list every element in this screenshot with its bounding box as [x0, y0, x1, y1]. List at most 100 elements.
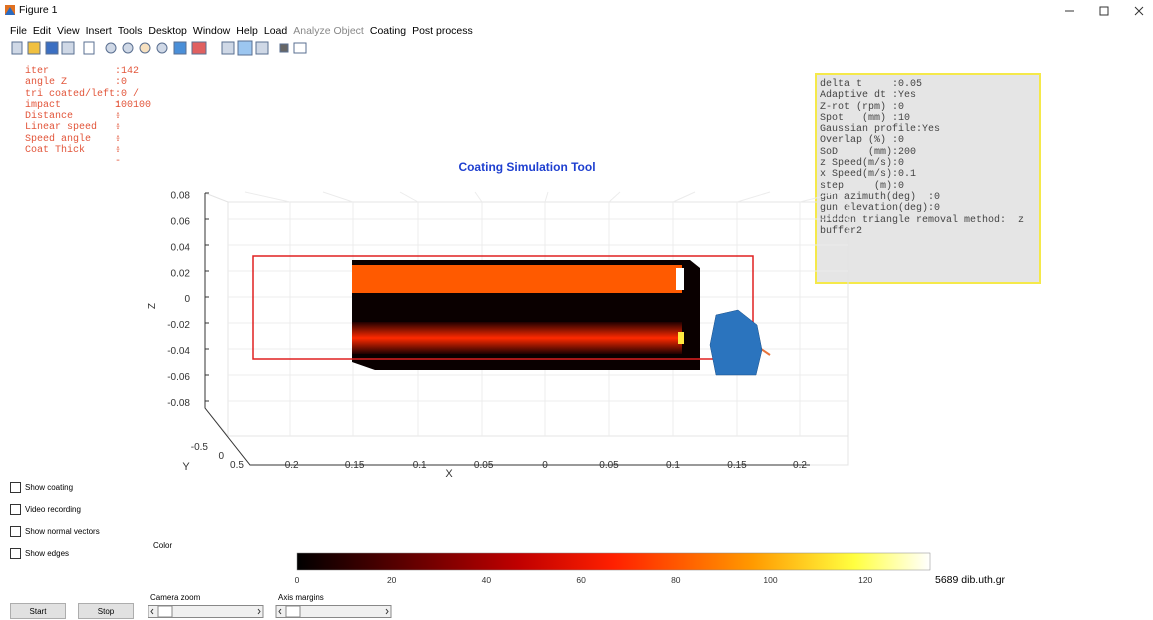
menu-item[interactable]: Tools [118, 25, 143, 37]
stop-button[interactable]: Stop [78, 603, 134, 619]
x-tick-label: -0.2 [281, 460, 299, 471]
status-label: tri coated/left [25, 89, 115, 100]
z-tick-label: -0.06 [167, 372, 190, 383]
setting-line: delta t :0.05 [820, 79, 1039, 90]
menu-bar: File Edit View Insert Tools Desktop Window Help… [10, 25, 479, 37]
status-row: iter:142 [25, 66, 115, 77]
coating-edge [676, 268, 684, 290]
menu-item[interactable]: Help [236, 25, 258, 37]
checkbox-box[interactable] [10, 504, 21, 515]
x-tick-label: 0.05 [599, 460, 619, 471]
z-tick-label: 0.04 [171, 242, 191, 253]
x-axis-label: X [445, 468, 453, 480]
status-panel: iter:142angle Z:0tri coated/left:0 / 100… [25, 66, 115, 156]
spray-gun [710, 310, 762, 375]
colorbar-tick-label: 120 [858, 575, 872, 585]
menu-item[interactable]: File [10, 25, 27, 37]
menu-item[interactable]: Load [264, 25, 287, 37]
colorbar-tick-label: 80 [671, 575, 681, 585]
menu-item[interactable]: Window [193, 25, 230, 37]
x-tick-label: -0.05 [471, 460, 494, 471]
y-tick-label: -0.5 [191, 442, 209, 453]
status-row: impact: - [25, 100, 115, 111]
status-label: angle Z [25, 77, 67, 88]
start-button[interactable]: Start [10, 603, 66, 619]
window-controls[interactable] [1060, 4, 1150, 18]
z-tick-label: 0.06 [171, 217, 191, 228]
status-label: iter [25, 66, 49, 77]
status-row: tri coated/left:0 / 100100 [25, 89, 115, 100]
toolbar [10, 40, 310, 56]
checkbox[interactable]: Show edges [10, 548, 69, 559]
x-tick-label: -0.15 [342, 460, 365, 471]
status-label: Distance [25, 111, 73, 122]
menu-item[interactable]: View [57, 25, 80, 37]
status-value: :142 [115, 66, 139, 77]
x-tick-label: 0.5 [230, 460, 244, 471]
status-label: Speed angle [25, 134, 91, 145]
x-tick-label: -0.1 [409, 460, 427, 471]
colorbar-tick-label: 60 [576, 575, 586, 585]
menu-item[interactable]: Analyze Object [293, 25, 364, 37]
colorbar-tick-label: 0 [295, 575, 300, 585]
z-tick-label: 0 [184, 294, 190, 305]
checkbox-label: Show normal vectors [25, 527, 100, 536]
setting-line: Gaussian profile:Yes [820, 124, 1039, 135]
credit: 5689 dib.uth.gr [935, 574, 1005, 586]
y-tick-label: 0 [218, 451, 224, 462]
colorbar-gradient [297, 553, 930, 570]
status-value: :0 [115, 77, 127, 88]
z-tick-label: 0.02 [171, 268, 191, 279]
z-tick-label: -0.02 [167, 320, 190, 331]
checkbox-box[interactable] [10, 548, 21, 559]
colorbar-tick-label: 20 [387, 575, 397, 585]
x-tick-label: 0.2 [793, 460, 807, 471]
coating-band-top [352, 265, 682, 293]
status-label: Linear speed [25, 122, 97, 133]
title-bar: Figure 1 [0, 0, 1153, 22]
plot-area: Coating Simulation Tool 0.08 0.06 0.04 0.02… [0, 150, 1153, 490]
setting-line: Spot (mm) :10 [820, 113, 1039, 124]
colorbar-label: Color [153, 541, 172, 550]
colorbar-tick-label: 40 [482, 575, 492, 585]
window-title: Figure 1 [19, 4, 58, 16]
x-tick-label: 0 [542, 460, 548, 471]
checkbox-box[interactable] [10, 482, 21, 493]
colorbar-tick-label: 100 [763, 575, 777, 585]
status-row: Speed angle: - [25, 134, 115, 145]
menu-item[interactable]: Desktop [148, 25, 187, 37]
checkbox[interactable]: Show coating [10, 482, 73, 493]
x-tick-label: 0.1 [666, 460, 680, 471]
checkbox-box[interactable] [10, 526, 21, 537]
app-icon [4, 4, 16, 16]
menu-item[interactable]: Coating [370, 25, 406, 37]
sliders[interactable] [148, 605, 393, 618]
checkbox[interactable]: Video recording [10, 504, 81, 515]
checkbox[interactable]: Show normal vectors [10, 526, 100, 537]
menu-item[interactable]: Insert [86, 25, 112, 37]
menu-item[interactable]: Edit [33, 25, 51, 37]
camera-zoom-label: Camera zoom [150, 593, 200, 602]
coating-band-bottom [352, 322, 682, 354]
plot-title: Coating Simulation Tool [458, 160, 595, 174]
status-label: impact [25, 100, 61, 111]
status-row: Distance: - [25, 111, 115, 122]
setting-line: Overlap (%) :0 [820, 135, 1039, 146]
colorbar: 0 20 40 60 80 100 120 [290, 552, 950, 588]
z-tick-label: -0.04 [167, 346, 190, 357]
setting-line: Z-rot (rpm) :0 [820, 102, 1039, 113]
y-axis-label: Y [182, 461, 190, 473]
z-tick-label: -0.08 [167, 398, 190, 409]
status-row: Linear speed: - [25, 122, 115, 133]
coating-hotspot [678, 332, 684, 344]
x-tick-label: 0.15 [727, 460, 747, 471]
status-row: angle Z:0 [25, 77, 115, 88]
z-tick-label: 0.08 [171, 191, 191, 202]
matlab-figure: Figure 1 File Edit View Insert Tools Desktop W… [0, 0, 1153, 618]
setting-line: Adaptive dt :Yes [820, 90, 1039, 101]
menu-item[interactable]: Post process [412, 25, 473, 37]
axis-margins-label: Axis margins [278, 593, 324, 602]
z-axis-label: Z [147, 303, 158, 309]
checkbox-label: Show coating [25, 483, 73, 492]
checkbox-label: Video recording [25, 505, 81, 514]
